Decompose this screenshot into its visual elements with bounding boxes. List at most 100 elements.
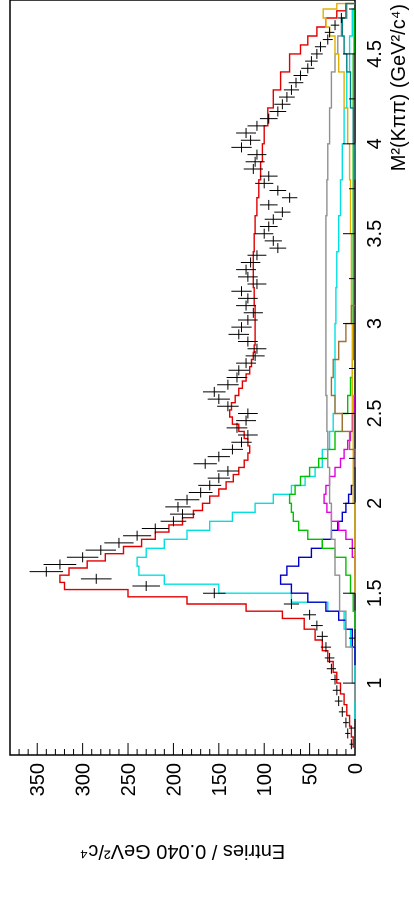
data-point — [334, 696, 343, 707]
data-point — [238, 408, 258, 419]
data-point — [337, 12, 345, 23]
data-point — [338, 706, 346, 717]
data-point — [169, 509, 196, 520]
data-point — [238, 271, 258, 282]
data-point — [29, 566, 64, 577]
y-tick-label: 300 — [73, 763, 95, 796]
data-point — [345, 728, 351, 739]
data-point — [255, 228, 274, 239]
data-point — [231, 437, 252, 448]
data-point — [236, 358, 256, 369]
data-point — [238, 336, 258, 347]
x-tick-label: 2.5 — [364, 400, 386, 428]
data-point — [217, 465, 239, 476]
data-point — [301, 63, 315, 74]
x-tick-label: 1.5 — [364, 579, 386, 607]
x-axis-label: M²(Kππ) (GeV²/c⁴) — [388, 4, 410, 171]
data-point — [245, 350, 265, 361]
data-point — [202, 588, 226, 599]
data-point — [207, 451, 230, 462]
data-point — [243, 163, 263, 174]
data-point — [43, 559, 77, 570]
data-point — [314, 41, 327, 52]
data-point — [228, 365, 250, 376]
x-tick-label: 3.5 — [364, 220, 386, 248]
data-point — [240, 135, 261, 146]
data-point — [198, 480, 222, 491]
data-point — [80, 573, 112, 584]
data-point — [281, 192, 298, 203]
data-point — [247, 279, 267, 290]
x-axis: 1 1.5 2 2.5 3 3.5 4 4.5 — [343, 8, 386, 729]
y-tick-label: 200 — [163, 763, 185, 796]
data-point — [293, 70, 308, 81]
data-point — [316, 631, 328, 642]
y-tick-label: 50 — [300, 763, 322, 785]
data-point — [236, 300, 256, 311]
x-tick-label: 1 — [364, 678, 386, 689]
data-point — [165, 501, 191, 512]
data-point — [238, 314, 258, 325]
data-point — [240, 257, 261, 268]
curve-6 — [322, 2, 356, 594]
data-point — [231, 142, 252, 153]
data-point — [238, 430, 258, 441]
data-point — [269, 243, 287, 254]
data-point — [193, 458, 217, 469]
data-point — [259, 199, 278, 210]
data-point — [305, 56, 318, 67]
data-point — [310, 48, 323, 59]
y-tick-label: 0 — [345, 763, 367, 774]
data-point — [236, 415, 256, 426]
data-point — [330, 20, 340, 31]
data-point — [264, 235, 282, 246]
data-point — [228, 329, 250, 340]
data-point — [326, 663, 337, 674]
data-point — [221, 444, 243, 455]
data-point — [274, 207, 291, 218]
data-point — [279, 92, 295, 103]
y-tick-label: 250 — [118, 763, 140, 796]
data-point — [104, 537, 134, 548]
y-tick-label: 350 — [27, 763, 49, 796]
data-point — [320, 642, 332, 653]
data-point — [247, 120, 267, 131]
data-point — [349, 739, 354, 750]
data-point — [207, 394, 230, 405]
data-point — [236, 264, 256, 275]
data-point — [247, 343, 267, 354]
data-point — [202, 386, 226, 397]
data-point — [231, 322, 252, 333]
curve-1 — [136, 8, 356, 719]
rotated-plot: 1 1.5 2 2.5 3 3.5 4 4.5 0 50 100 150 200 250 300 350 M… — [9, 0, 410, 862]
y-axis: 0 50 100 150 200 250 300 350 — [18, 743, 367, 796]
data-point — [174, 494, 200, 505]
data-point — [238, 293, 258, 304]
data-point — [343, 717, 349, 728]
data-point — [226, 372, 248, 383]
data-point — [288, 77, 304, 88]
data-point — [269, 185, 287, 196]
data-point — [236, 128, 256, 139]
data-point — [247, 149, 267, 160]
data-point — [217, 379, 239, 390]
data-point — [259, 113, 278, 124]
x-tick-label: 2 — [364, 498, 386, 509]
data-point — [324, 27, 335, 38]
curve-2 — [279, 448, 356, 666]
x-tick-label: 3 — [364, 318, 386, 329]
data-point — [141, 523, 169, 534]
x-tick-label: 4.5 — [364, 40, 386, 68]
data-point — [132, 581, 160, 592]
data-point — [303, 609, 317, 620]
data-point — [217, 401, 239, 412]
data-point — [66, 552, 99, 563]
data-point — [259, 221, 278, 232]
y-tick-label: 100 — [254, 763, 276, 796]
data-point — [264, 214, 282, 225]
data-point — [245, 156, 265, 167]
data-point — [123, 530, 152, 541]
data-point — [283, 599, 300, 609]
